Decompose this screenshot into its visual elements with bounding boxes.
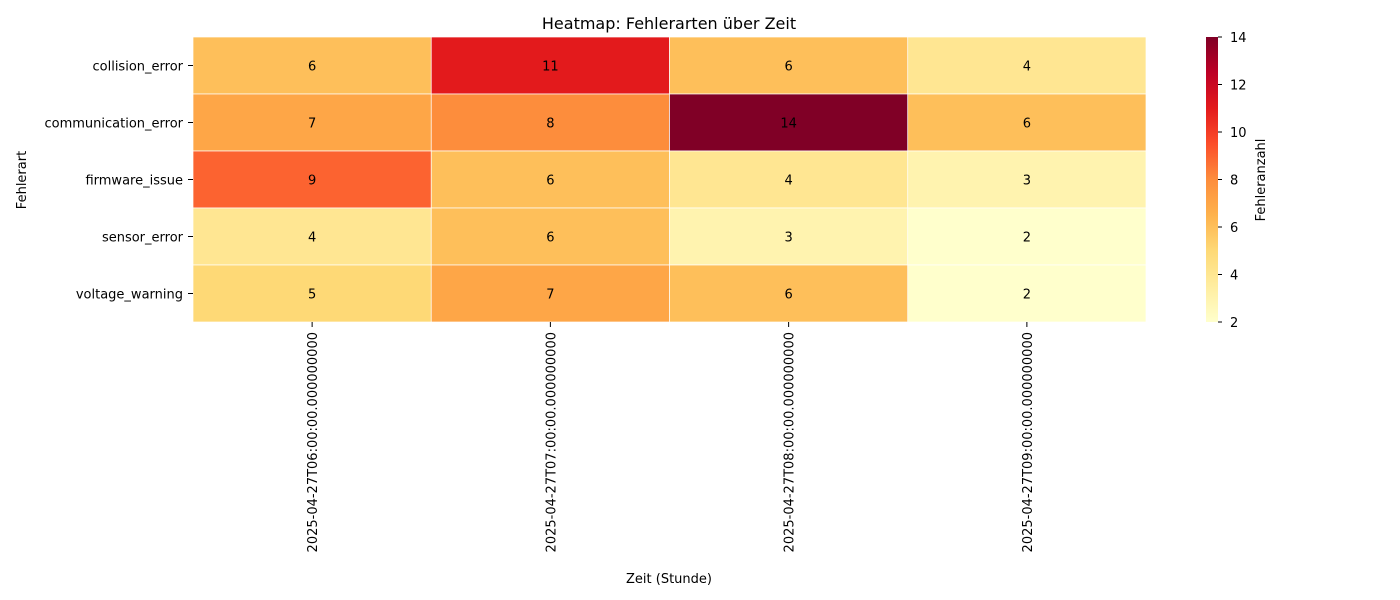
colorbar: 2 4 6 8 10 12 14 Fehleranzahl xyxy=(1206,31,1269,331)
cell-value-label: 5 xyxy=(308,288,316,303)
y-tick-label: sensor_error xyxy=(102,231,184,246)
heatmap-cell xyxy=(192,264,432,323)
y-tick-label: voltage_warning xyxy=(76,288,183,303)
y-tick-label: firmware_issue xyxy=(85,174,183,189)
cell-value-label: 6 xyxy=(784,288,792,303)
cell-value-label: 14 xyxy=(780,117,797,132)
heatmap-cells: 6 11 6 4 7 8 14 6 9 6 4 3 4 6 3 2 5 7 6 2 xyxy=(192,36,1147,323)
colorbar-gradient xyxy=(1206,37,1218,322)
cell-value-label: 6 xyxy=(546,231,554,246)
x-tick-label: 2025-04-27T07:00:00.000000000 xyxy=(544,332,559,552)
colorbar-tick-label: 2 xyxy=(1230,316,1238,331)
heatmap-cell xyxy=(192,207,432,266)
colorbar-tick-label: 8 xyxy=(1230,174,1238,189)
y-axis: collision_error communication_errorfirmwa… xyxy=(44,60,193,303)
heatmap-cell xyxy=(907,207,1147,266)
x-tick-label: 2025-04-27T06:00:00.000000000 xyxy=(306,332,321,552)
colorbar-tick-label: 4 xyxy=(1230,269,1238,284)
colorbar-tick-label: 6 xyxy=(1230,221,1238,236)
heatmap-cell xyxy=(907,93,1147,152)
cell-value-label: 3 xyxy=(1023,174,1031,189)
heatmap-cell xyxy=(192,36,432,95)
chart-title: Heatmap: Fehlerarten über Zeit xyxy=(542,14,796,33)
heatmap-cell xyxy=(430,264,670,323)
cell-value-label: 4 xyxy=(308,231,316,246)
x-tick-label: 2025-04-27T09:00:00.000000000 xyxy=(1021,332,1036,552)
cell-value-label: 6 xyxy=(784,60,792,75)
cell-value-label: 9 xyxy=(308,174,316,189)
heatmap-cell xyxy=(907,150,1147,209)
x-axis-label: Zeit (Stunde) xyxy=(626,572,712,587)
heatmap-cell xyxy=(430,36,670,95)
heatmap-cell xyxy=(669,36,909,95)
cell-value-label: 6 xyxy=(308,60,316,75)
cell-value-label: 8 xyxy=(546,117,554,132)
cell-value-label: 6 xyxy=(1023,117,1031,132)
cell-value-label: 4 xyxy=(784,174,792,189)
cell-value-label: 7 xyxy=(546,288,554,303)
y-tick-label: communication_error xyxy=(44,117,183,132)
heatmap-cell xyxy=(430,207,670,266)
heatmap-cell xyxy=(669,207,909,266)
heatmap-cell xyxy=(907,36,1147,95)
colorbar-tick-label: 10 xyxy=(1230,126,1247,141)
heatmap-cell xyxy=(669,264,909,323)
cell-value-label: 11 xyxy=(542,60,559,75)
x-axis: 2025-04-27T06:00:00.000000000 2025-04-27T… xyxy=(306,322,1036,552)
heatmap-cell xyxy=(430,93,670,152)
cell-value-label: 6 xyxy=(546,174,554,189)
y-axis-label: Fehlerart xyxy=(15,151,30,209)
heatmap-cell xyxy=(907,264,1147,323)
cell-value-label: 4 xyxy=(1023,60,1031,75)
colorbar-tick-label: 14 xyxy=(1230,31,1247,46)
cell-value-label: 2 xyxy=(1023,288,1031,303)
y-tick-label: collision_error xyxy=(93,60,184,75)
heatmap-cell xyxy=(430,150,670,209)
x-tick-label: 2025-04-27T08:00:00.000000000 xyxy=(783,332,798,552)
colorbar-tick-label: 12 xyxy=(1230,79,1247,94)
heatmap-cell xyxy=(192,93,432,152)
cell-value-label: 3 xyxy=(784,231,792,246)
colorbar-ticks: 2 4 6 8 10 12 14 xyxy=(1218,31,1247,331)
cell-value-label: 2 xyxy=(1023,231,1031,246)
cell-value-label: 7 xyxy=(308,117,316,132)
colorbar-label: Fehleranzahl xyxy=(1254,139,1269,222)
